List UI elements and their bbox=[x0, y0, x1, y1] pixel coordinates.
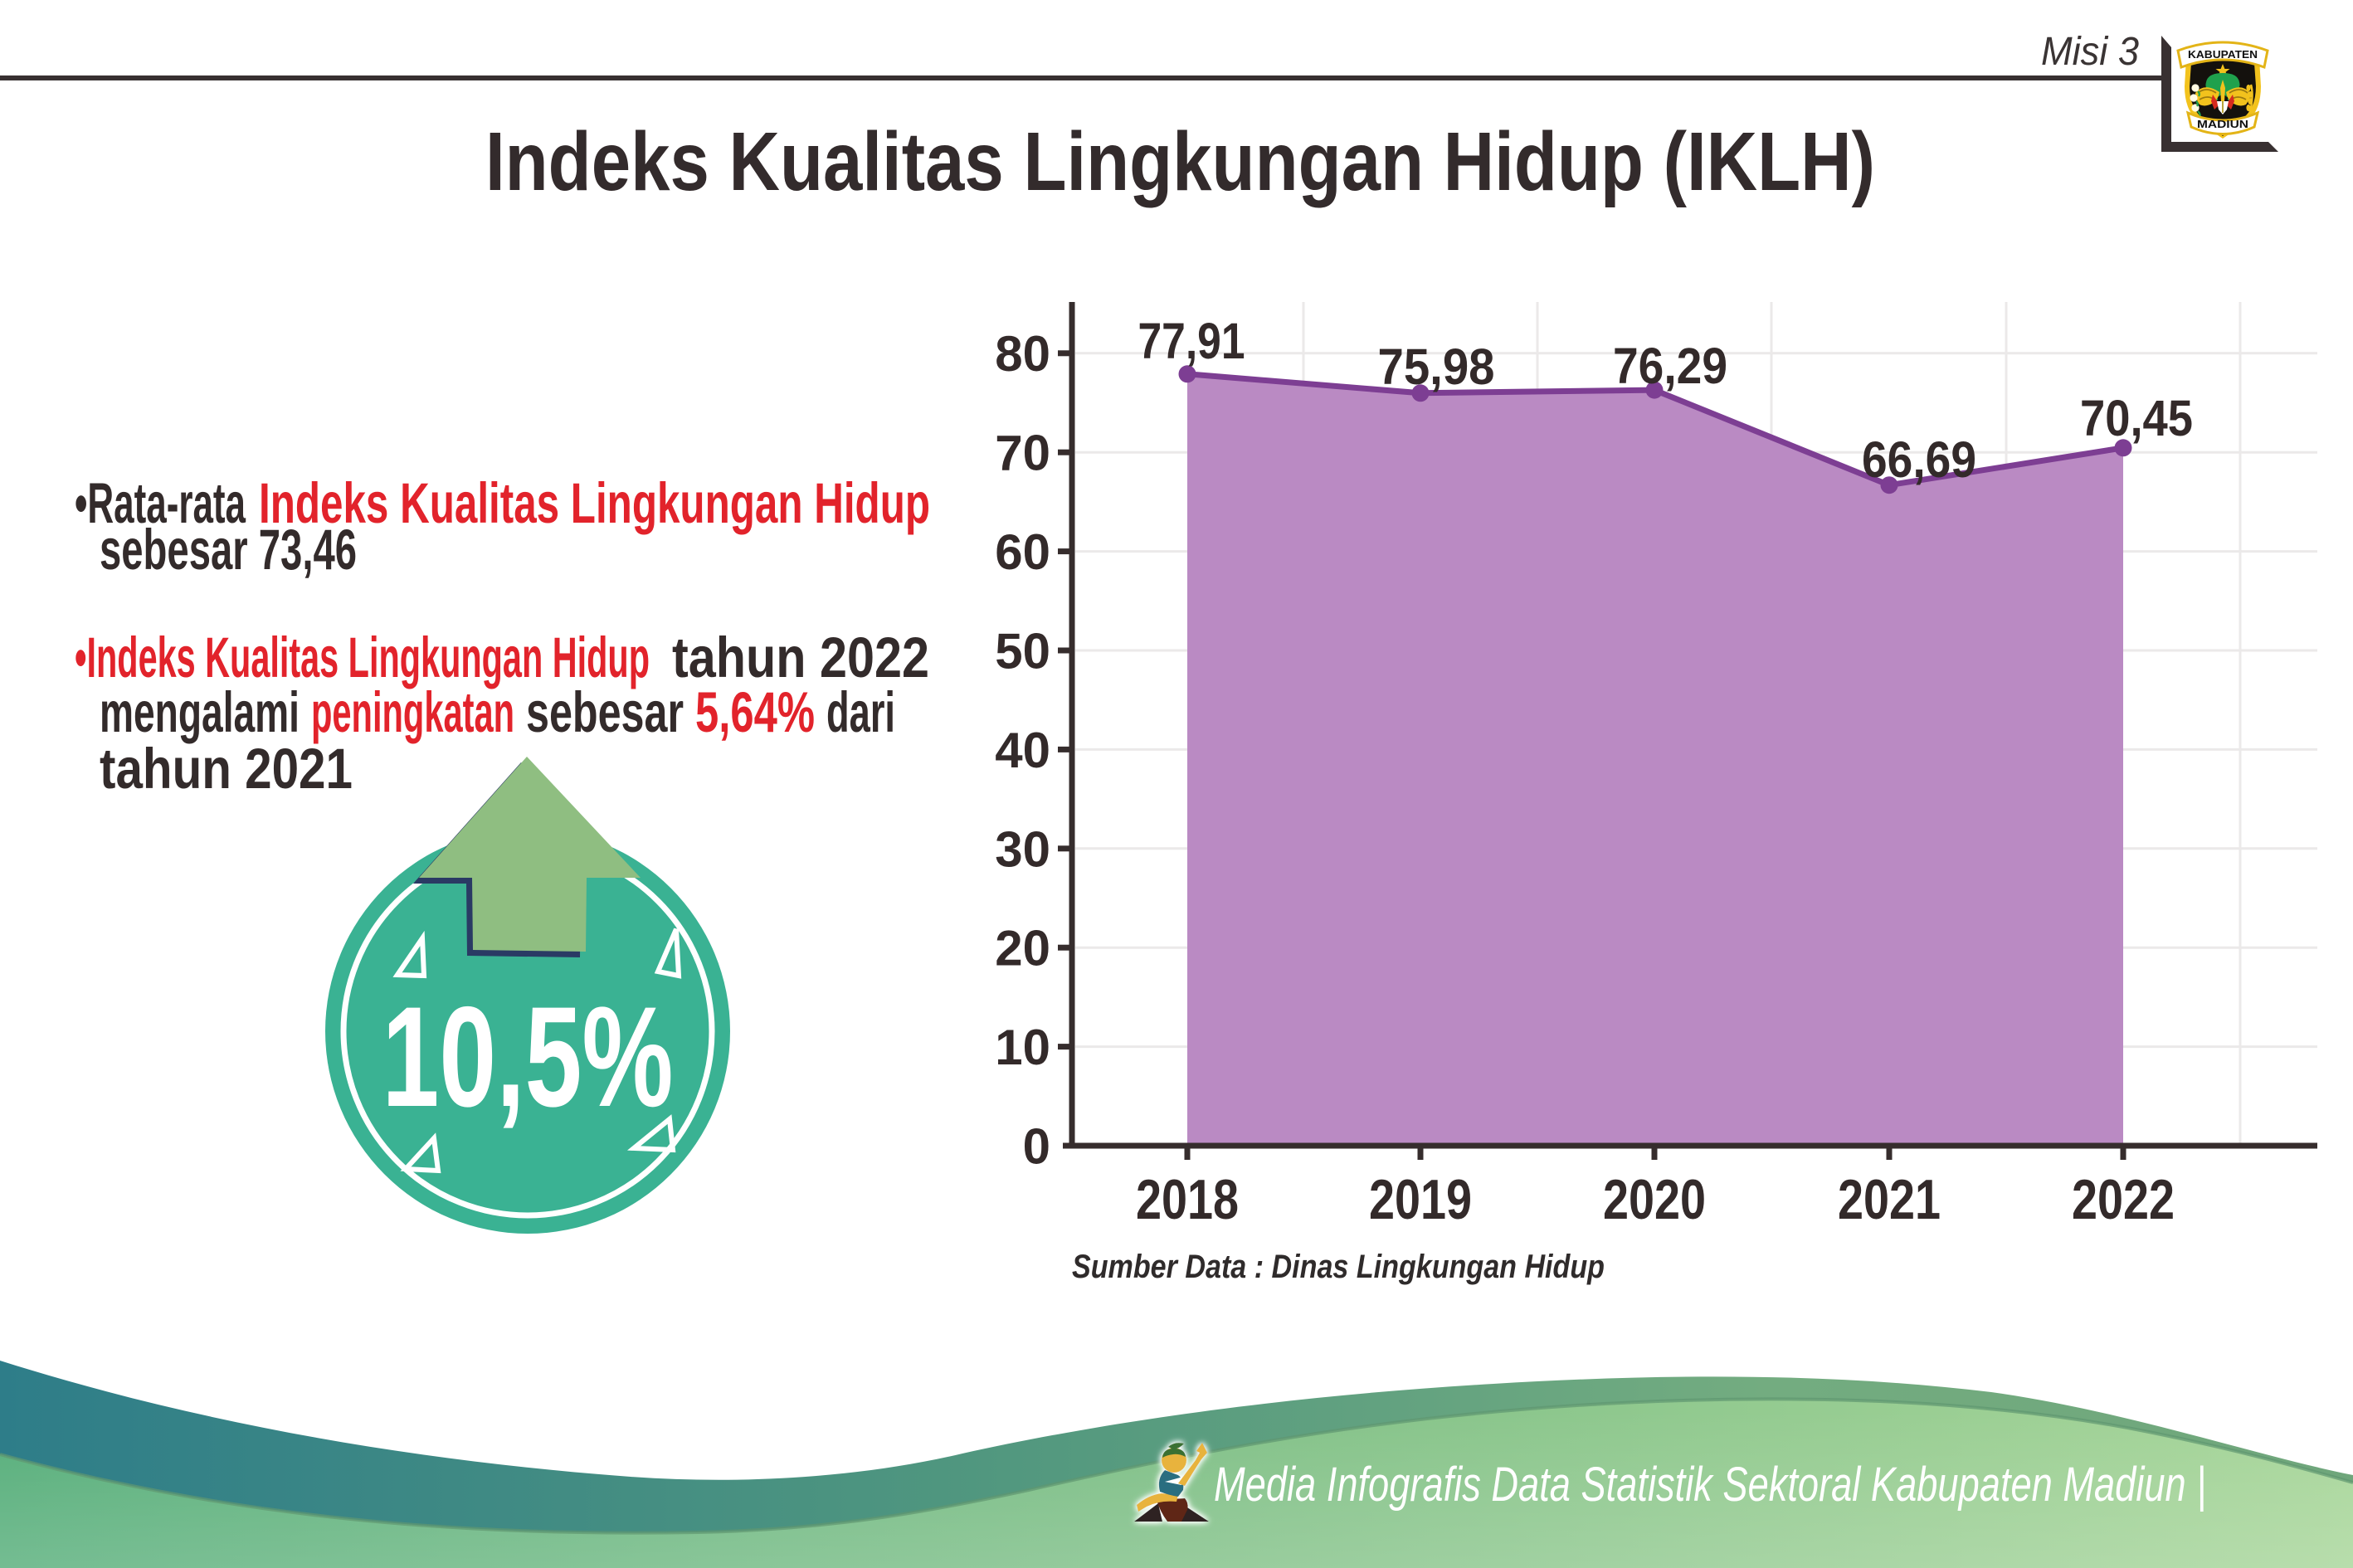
svg-text:20: 20 bbox=[995, 921, 1050, 976]
svg-text:66,69: 66,69 bbox=[1862, 431, 1976, 488]
svg-text:2020: 2020 bbox=[1603, 1168, 1706, 1231]
svg-text:dari: dari bbox=[826, 680, 895, 744]
svg-text:•Rata-rata: •Rata-rata bbox=[75, 471, 246, 535]
svg-text:Sumber Data : Dinas Lingkungan: Sumber Data : Dinas Lingkungan Hidup bbox=[1072, 1249, 1605, 1285]
svg-text:2019: 2019 bbox=[1369, 1168, 1472, 1231]
svg-text:2022: 2022 bbox=[2072, 1168, 2175, 1231]
svg-text:10,5%: 10,5% bbox=[382, 977, 674, 1137]
svg-text:70,45: 70,45 bbox=[2080, 390, 2193, 446]
svg-text:mengalami: mengalami bbox=[100, 680, 300, 744]
svg-text:Indeks Kualitas Lingkungan Hid: Indeks Kualitas Lingkungan Hidup bbox=[259, 471, 930, 535]
svg-text:tahun 2022: tahun 2022 bbox=[672, 626, 929, 689]
svg-text:60: 60 bbox=[995, 524, 1050, 580]
svg-text:10: 10 bbox=[995, 1020, 1050, 1075]
svg-text:•Indeks Kualitas Lingkungan Hi: •Indeks Kualitas Lingkungan Hidup bbox=[75, 626, 650, 689]
svg-text:80: 80 bbox=[995, 326, 1050, 382]
svg-text:sebesar: sebesar bbox=[526, 680, 684, 744]
svg-text:Media Infografis Data Statisti: Media Infografis Data Statistik Sektoral… bbox=[1214, 1458, 2206, 1512]
svg-text:2021: 2021 bbox=[1838, 1168, 1941, 1231]
svg-text:75,98: 75,98 bbox=[1378, 338, 1495, 395]
svg-text:2018: 2018 bbox=[1136, 1168, 1239, 1231]
svg-text:50: 50 bbox=[995, 624, 1050, 679]
svg-text:0: 0 bbox=[1023, 1119, 1050, 1175]
svg-text:tahun 2021: tahun 2021 bbox=[100, 737, 353, 801]
svg-text:40: 40 bbox=[995, 723, 1050, 778]
svg-text:77,91: 77,91 bbox=[1138, 313, 1245, 369]
svg-text:70: 70 bbox=[995, 426, 1050, 481]
svg-text:Indeks Kualitas Lingkungan Hid: Indeks Kualitas Lingkungan Hidup (IKLH) bbox=[485, 115, 1875, 208]
svg-text:30: 30 bbox=[995, 821, 1050, 877]
svg-text:Misi 3: Misi 3 bbox=[2041, 30, 2139, 74]
svg-text:KABUPATEN: KABUPATEN bbox=[2188, 49, 2258, 61]
svg-text:76,29: 76,29 bbox=[1613, 338, 1727, 394]
svg-text:peningkatan: peningkatan bbox=[311, 680, 514, 744]
svg-text:sebesar 73,46: sebesar 73,46 bbox=[100, 518, 357, 582]
svg-text:MADIUN: MADIUN bbox=[2197, 119, 2248, 130]
svg-text:5,64%: 5,64% bbox=[695, 680, 815, 744]
